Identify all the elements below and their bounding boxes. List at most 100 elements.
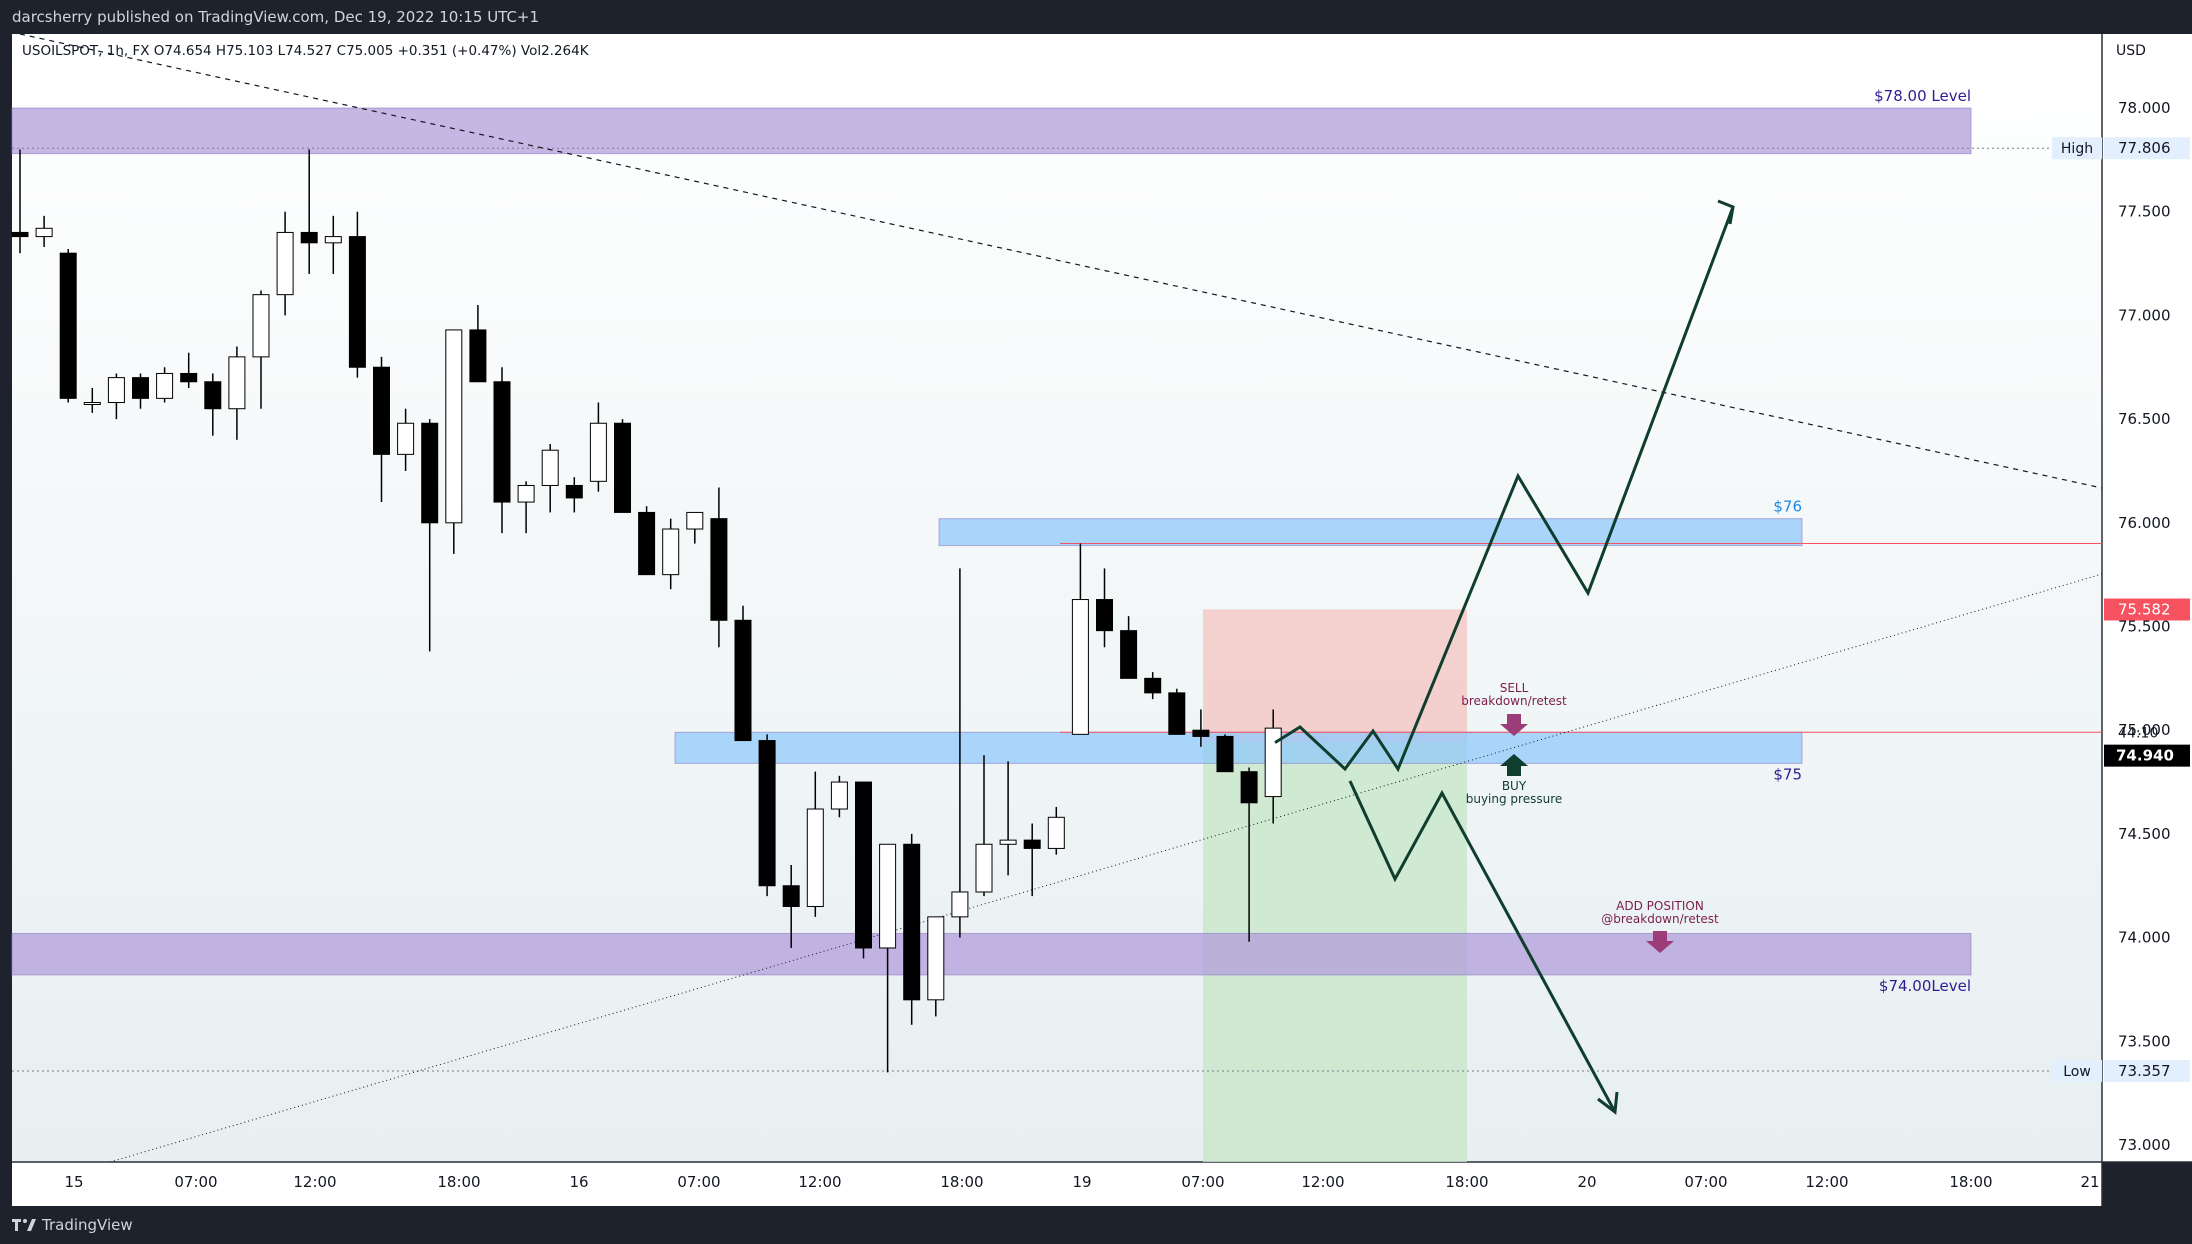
- last-price-badge: [2104, 744, 2190, 767]
- candle-body: [1047, 816, 1065, 849]
- publisher-header: darcsherry published on TradingView.com,…: [0, 0, 2192, 34]
- candle-body: [1192, 729, 1210, 737]
- time-tick-label: 19: [1072, 1173, 1091, 1191]
- price-tick-label: 73.500: [2118, 1032, 2171, 1050]
- zone-label: $74.00Level: [1879, 977, 1971, 995]
- sell-arrow-icon: [1500, 714, 1528, 736]
- candle-body: [252, 294, 270, 358]
- candle-body: [1240, 771, 1258, 804]
- price-scale-background[interactable]: [2102, 34, 2192, 1162]
- price-zone: [674, 731, 1803, 764]
- candle-body: [975, 843, 993, 893]
- tradingview-logo-icon: [12, 1219, 36, 1231]
- candle-body: [710, 518, 728, 621]
- currency-label: USD: [2116, 43, 2146, 59]
- publisher-text: darcsherry published on TradingView.com,…: [12, 8, 540, 26]
- candle-body: [855, 781, 872, 949]
- candle-body: [638, 511, 656, 576]
- price-axis[interactable]: 78.000 77.500 77.000 76.500 76.000 75.500 75.0…: [2052, 99, 2190, 1154]
- candle-body: [1216, 735, 1234, 773]
- candle-body: [300, 231, 318, 244]
- time-tick-label: 18:00: [1445, 1173, 1488, 1191]
- time-tick-label: 15: [64, 1173, 83, 1191]
- time-tick-label: 07:00: [1181, 1173, 1224, 1191]
- high-badge: [2052, 137, 2102, 160]
- bearish-path: [1348, 780, 1617, 1113]
- symbol-legend[interactable]: USOILSPOT, 1h, FX O74.654 H75.103 L74.52…: [22, 43, 590, 59]
- candle-body: [517, 484, 535, 503]
- price-tick-label: 77.000: [2118, 306, 2171, 324]
- candle-body: [951, 891, 969, 918]
- candle-body: [348, 236, 366, 368]
- candle-body: [445, 329, 463, 524]
- high-label: High: [2061, 141, 2093, 157]
- candle-body: [421, 422, 439, 524]
- time-axis[interactable]: 15 07:00 12:00 18:00 16 07:00 12:00 18:00 19 07:0…: [64, 1173, 2099, 1191]
- candle-body: [1023, 839, 1041, 849]
- price-tick-label: 78.000: [2118, 99, 2171, 117]
- scenario-arrows: [1274, 199, 1735, 1115]
- candle-body: [589, 422, 607, 482]
- price-tick-label: 75.000: [2118, 721, 2171, 739]
- candles-layer: [11, 149, 1282, 1073]
- candle-body: [156, 372, 174, 399]
- price-zone: [938, 518, 1803, 547]
- candle-body: [1120, 630, 1138, 679]
- candle-body: [758, 740, 776, 887]
- candle-body: [1144, 677, 1162, 694]
- candle-body: [1096, 599, 1113, 632]
- price-tick-label: 74.500: [2118, 825, 2171, 843]
- sell-title: SELL: [1500, 681, 1529, 695]
- zone-label: $78.00 Level: [1874, 87, 1971, 105]
- low-value: 73.357: [2118, 1062, 2171, 1080]
- time-scale-background[interactable]: [12, 1162, 2102, 1206]
- price-tick-label: 76.000: [2118, 514, 2171, 532]
- candle-body: [180, 372, 198, 383]
- candle-body: [1071, 599, 1089, 735]
- low-badge: [2052, 1059, 2102, 1082]
- time-tick-label: 16: [569, 1173, 588, 1191]
- sell-text: breakdown/retest: [1461, 694, 1567, 708]
- candle-body: [565, 484, 583, 499]
- price-chart[interactable]: $78.00 Level $76 $75 $74.00Level SELLbreakd…: [0, 34, 2192, 1206]
- time-tick-label: 07:00: [1684, 1173, 1727, 1191]
- candle-body: [999, 839, 1017, 845]
- candle-body: [1264, 727, 1282, 798]
- candle-body: [228, 356, 246, 410]
- buy-title: BUY: [1502, 779, 1527, 793]
- time-tick-label: 12:00: [1301, 1173, 1344, 1191]
- stop-loss-box: [1203, 609, 1467, 743]
- candle-body: [469, 329, 487, 383]
- candle-body: [879, 843, 897, 949]
- add-position-arrow-icon: [1646, 931, 1674, 953]
- candle-body: [493, 381, 511, 503]
- candle-body: [35, 227, 53, 238]
- high-value-badge: [2104, 137, 2190, 160]
- footer-logo[interactable]: TradingView: [12, 1216, 133, 1234]
- zone-label: $75: [1773, 765, 1802, 783]
- time-tick-label: 18:00: [437, 1173, 480, 1191]
- price-tick-label: 75.500: [2118, 618, 2171, 636]
- price-tick-label: 76.500: [2118, 410, 2171, 428]
- candle-body: [1168, 692, 1186, 735]
- footer-brand: TradingView: [42, 1216, 133, 1234]
- candle-body: [541, 449, 559, 486]
- plot-background: [12, 34, 2102, 1162]
- buy-arrow-icon: [1500, 754, 1528, 776]
- candle-body: [59, 252, 77, 399]
- price-zone: [11, 107, 1972, 155]
- time-tick-label: 07:00: [677, 1173, 720, 1191]
- price-tick-label: 77.500: [2118, 203, 2171, 221]
- price-tick-label: 73.000: [2118, 1136, 2171, 1154]
- add-position-text: @breakdown/retest: [1601, 912, 1719, 926]
- candle-body: [927, 916, 945, 1001]
- bar-countdown: 44:10: [2118, 726, 2158, 742]
- candle-body: [662, 528, 680, 576]
- footer-bar: TradingView: [0, 1206, 2192, 1244]
- candle-body: [830, 781, 848, 810]
- zone-label: $76: [1773, 498, 1802, 516]
- time-tick-label: 12:00: [798, 1173, 841, 1191]
- time-tick-label: 18:00: [1949, 1173, 1992, 1191]
- bearish-arrowhead: [1597, 1091, 1619, 1115]
